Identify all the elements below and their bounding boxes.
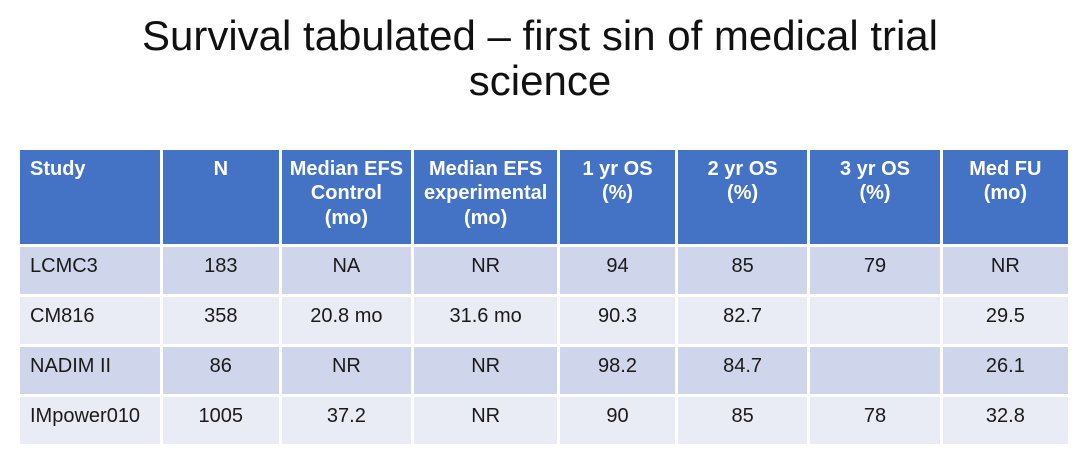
cell-med-fu: 32.8 <box>939 394 1072 447</box>
cell-median-efs-control: 20.8 mo <box>278 294 415 347</box>
column-header-median-efs-control: Median EFS Control (mo) <box>278 147 415 247</box>
cell-study: NADIM II <box>17 344 163 397</box>
table-row-impower010: IMpower010 1005 37.2 NR 90 85 78 32.8 <box>17 394 1072 447</box>
slide-title: Survival tabulated – first sin of medica… <box>141 12 938 104</box>
cell-median-efs-control: NR <box>278 344 415 397</box>
cell-3yr-os <box>807 344 943 397</box>
cell-2yr-os: 85 <box>674 394 811 447</box>
cell-1yr-os: 94 <box>557 244 678 297</box>
cell-median-efs-experimental: NR <box>411 344 561 397</box>
cell-3yr-os <box>807 294 943 347</box>
column-header-n: N <box>159 147 282 247</box>
cell-study: LCMC3 <box>17 244 163 297</box>
cell-2yr-os: 82.7 <box>674 294 811 347</box>
header-row: Study N Median EFS Control (mo) Median E… <box>17 147 1072 247</box>
table-row-lcmc3: LCMC3 183 NA NR 94 85 79 NR <box>17 244 1072 297</box>
cell-med-fu: NR <box>939 244 1072 297</box>
cell-3yr-os: 78 <box>807 394 943 447</box>
table-body: LCMC3 183 NA NR 94 85 79 NR CM816 358 20… <box>17 244 1072 447</box>
cell-study: CM816 <box>17 294 163 347</box>
cell-med-fu: 29.5 <box>939 294 1072 347</box>
cell-3yr-os: 79 <box>807 244 943 297</box>
column-header-2yr-os: 2 yr OS (%) <box>674 147 811 247</box>
cell-n: 86 <box>159 344 282 397</box>
table-row-nadim-ii: NADIM II 86 NR NR 98.2 84.7 26.1 <box>17 344 1072 397</box>
cell-study: IMpower010 <box>17 394 163 447</box>
cell-median-efs-control: NA <box>278 244 415 297</box>
cell-1yr-os: 98.2 <box>557 344 678 397</box>
cell-median-efs-experimental: 31.6 mo <box>411 294 561 347</box>
slide: Survival tabulated – first sin of medica… <box>0 12 1080 456</box>
cell-n: 1005 <box>159 394 282 447</box>
cell-med-fu: 26.1 <box>939 344 1072 397</box>
survival-table: Study N Median EFS Control (mo) Median E… <box>17 147 1072 447</box>
column-header-study: Study <box>17 147 163 247</box>
cell-n: 358 <box>159 294 282 347</box>
cell-median-efs-experimental: NR <box>411 244 561 297</box>
cell-n: 183 <box>159 244 282 297</box>
cell-1yr-os: 90.3 <box>557 294 678 347</box>
table-header: Study N Median EFS Control (mo) Median E… <box>17 147 1072 247</box>
table-row-cm816: CM816 358 20.8 mo 31.6 mo 90.3 82.7 29.5 <box>17 294 1072 347</box>
column-header-3yr-os: 3 yr OS (%) <box>807 147 943 247</box>
cell-median-efs-experimental: NR <box>411 394 561 447</box>
cell-2yr-os: 85 <box>674 244 811 297</box>
cell-median-efs-control: 37.2 <box>278 394 415 447</box>
column-header-med-fu: Med FU (mo) <box>939 147 1072 247</box>
column-header-1yr-os: 1 yr OS (%) <box>557 147 678 247</box>
cell-2yr-os: 84.7 <box>674 344 811 397</box>
cell-1yr-os: 90 <box>557 394 678 447</box>
column-header-median-efs-experimental: Median EFS experimental (mo) <box>411 147 561 247</box>
